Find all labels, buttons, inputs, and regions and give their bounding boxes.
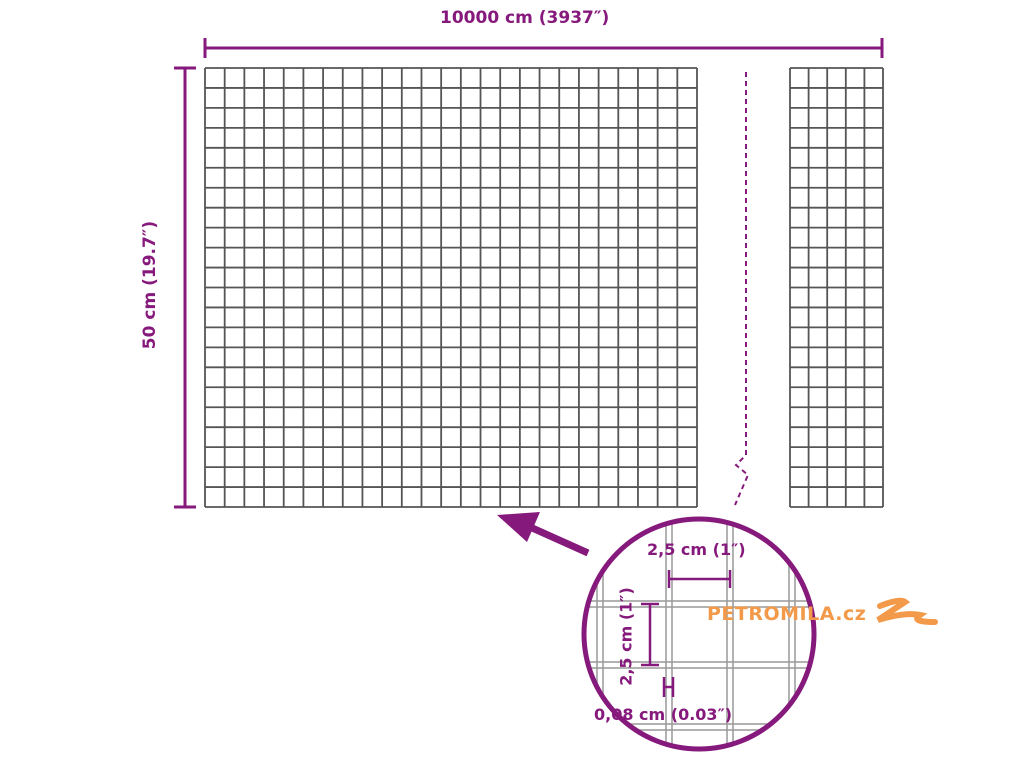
mesh-grid-main xyxy=(204,67,698,508)
width-label: 10000 cm (3937″) xyxy=(440,8,610,28)
mesh-height-label: 2,5 cm (1″) xyxy=(616,587,636,686)
arrow-icon xyxy=(497,512,590,557)
wire-thickness-label: 0,08 cm (0.03″) xyxy=(594,705,733,724)
width-dimension-line xyxy=(203,38,884,58)
logo-swoosh-icon xyxy=(876,597,938,625)
height-label: 50 cm (19.7″) xyxy=(140,220,160,350)
detail-magnifier xyxy=(584,519,814,749)
height-dimension-line xyxy=(174,66,196,509)
detail-dimension-marks xyxy=(641,570,732,697)
mesh-grid-end xyxy=(789,67,884,508)
watermark-logo: PETROMILA.cz xyxy=(707,603,867,625)
break-line xyxy=(734,72,750,506)
mesh-width-label: 2,5 cm (1″) xyxy=(647,540,746,559)
